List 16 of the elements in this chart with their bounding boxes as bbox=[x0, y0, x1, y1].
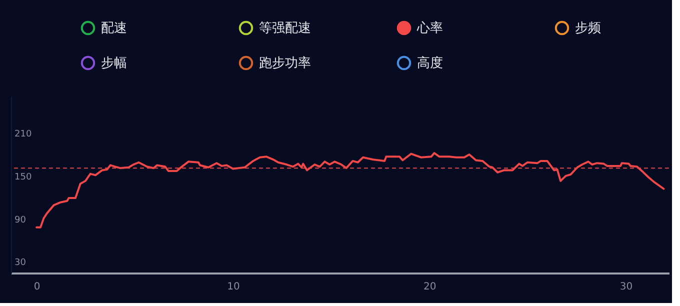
y-tick-label: 150 bbox=[14, 172, 32, 182]
x-tick-label: 0 bbox=[34, 282, 40, 292]
legend-label: 配速 bbox=[101, 21, 127, 36]
line-series bbox=[36, 152, 665, 228]
legend-label: 高度 bbox=[417, 55, 443, 71]
legend-label: 步幅 bbox=[101, 56, 127, 71]
legend-label: 跑步功率 bbox=[259, 55, 311, 71]
y-tick-label: 210 bbox=[14, 130, 32, 140]
legend-label: 步频 bbox=[575, 21, 601, 36]
y-tick-label: 90 bbox=[14, 215, 26, 226]
legend-label: 等强配速 bbox=[259, 21, 311, 36]
legend-label: 心率 bbox=[416, 20, 443, 36]
x-tick-label: 30 bbox=[620, 282, 633, 292]
x-tick-label: 20 bbox=[424, 282, 436, 292]
x-tick-label: 10 bbox=[227, 282, 240, 292]
y-tick-label: 30 bbox=[14, 258, 26, 268]
